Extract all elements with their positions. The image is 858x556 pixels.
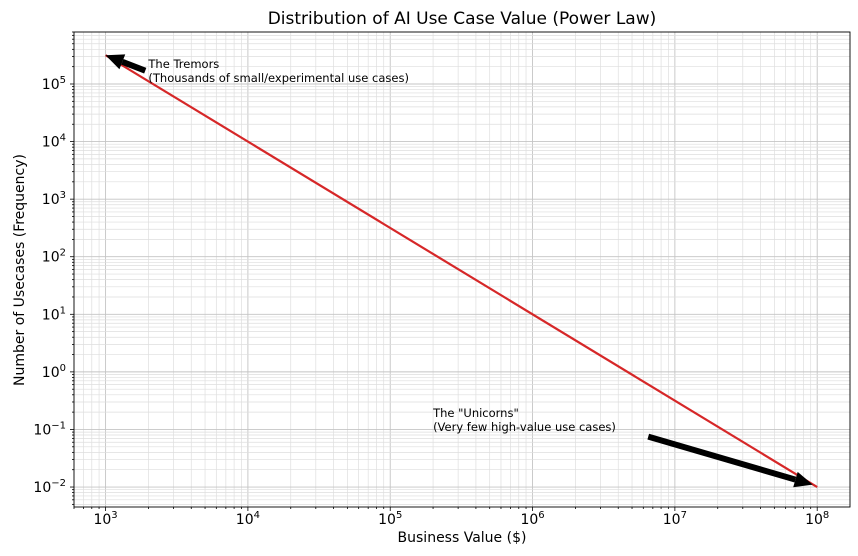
y-tick-label: 102: [42, 248, 66, 266]
unicorns-annotation: The "Unicorns" (Very few high-value use c…: [432, 406, 616, 434]
y-tick-label: 105: [42, 75, 66, 93]
y-tick-label: 101: [42, 305, 66, 323]
x-axis-label: Business Value ($): [398, 530, 527, 546]
y-tick-label: 100: [42, 363, 66, 381]
x-tick-label: 107: [663, 510, 687, 528]
x-tick-label: 108: [805, 510, 829, 528]
power-law-line: [105, 54, 818, 488]
tremors-annotation: The Tremors (Thousands of small/experimen…: [147, 57, 409, 85]
y-tick-label: 10−1: [33, 420, 66, 438]
y-tick-label: 104: [42, 133, 66, 151]
x-tick-label: 106: [520, 510, 544, 528]
series-layer: [105, 54, 818, 488]
tremors-arrow-head: [105, 54, 126, 70]
chart-title: Distribution of AI Use Case Value (Power…: [268, 9, 657, 29]
tremors-arrow-shaft: [121, 58, 147, 74]
y-tick-label: 103: [42, 190, 66, 208]
grid: [73, 31, 850, 507]
x-tick-label: 103: [93, 510, 117, 528]
annotations: The Tremors (Thousands of small/experimen…: [105, 54, 813, 488]
axis-ticks: 103 104 105 106 107 108 10−2 10−1 100 101 102 103 10…: [33, 31, 829, 528]
unicorns-arrow-shaft: [647, 433, 797, 483]
unicorns-arrow-head: [793, 471, 813, 488]
y-axis-label: Number of Usecases (Frequency): [12, 154, 28, 386]
x-tick-label: 104: [236, 510, 260, 528]
y-tick-label: 10−2: [33, 478, 66, 496]
x-tick-label: 105: [378, 510, 402, 528]
